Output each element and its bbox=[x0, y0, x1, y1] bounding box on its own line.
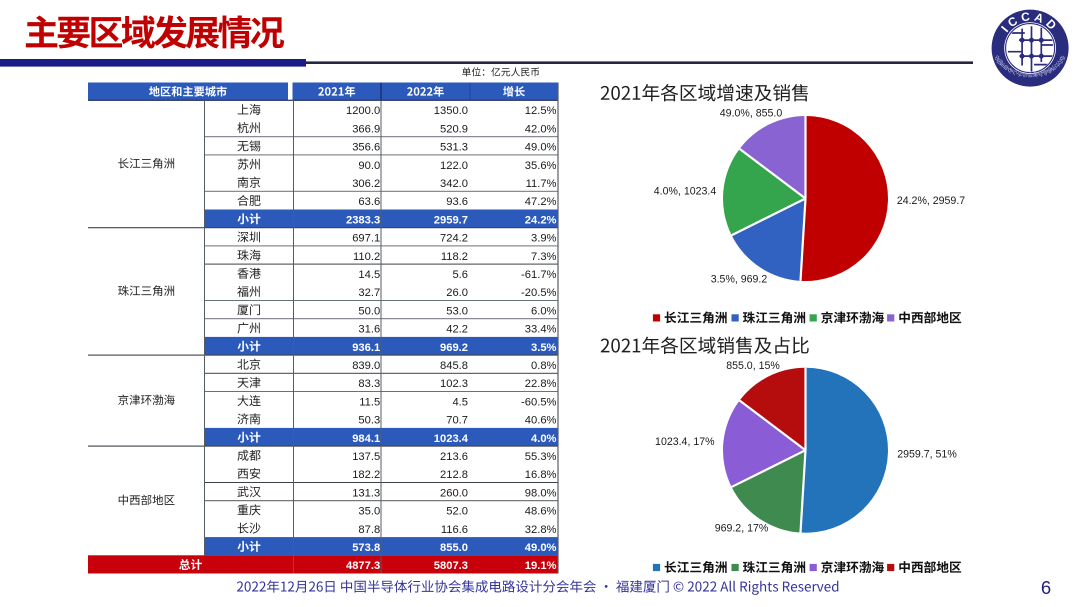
svg-text:2383.3: 2383.3 bbox=[346, 214, 380, 226]
svg-text:356.6: 356.6 bbox=[352, 142, 380, 154]
svg-text:306.2: 306.2 bbox=[352, 178, 380, 190]
svg-text:1023.4: 1023.4 bbox=[434, 433, 469, 445]
svg-text:33.4%: 33.4% bbox=[525, 324, 557, 336]
svg-text:855.0: 855.0 bbox=[440, 542, 468, 554]
svg-text:98.0%: 98.0% bbox=[525, 487, 557, 499]
svg-text:531.3: 531.3 bbox=[440, 142, 468, 154]
svg-text:984.1: 984.1 bbox=[352, 433, 380, 445]
svg-text:16.8%: 16.8% bbox=[525, 469, 557, 481]
svg-text:49.0%, 855.0: 49.0%, 855.0 bbox=[720, 107, 783, 119]
svg-text:11.7%: 11.7% bbox=[526, 178, 557, 190]
svg-text:26.0: 26.0 bbox=[446, 287, 468, 299]
svg-text:24.2%, 2959.7: 24.2%, 2959.7 bbox=[897, 195, 965, 207]
svg-text:3.5%, 969.2: 3.5%, 969.2 bbox=[711, 274, 768, 286]
svg-text:53.0: 53.0 bbox=[446, 305, 468, 317]
svg-text:102.3: 102.3 bbox=[440, 378, 468, 390]
svg-text:12.5%: 12.5% bbox=[525, 105, 557, 117]
svg-text:6.0%: 6.0% bbox=[531, 305, 557, 317]
svg-text:4.0%: 4.0% bbox=[531, 433, 557, 445]
svg-text:87.8: 87.8 bbox=[358, 524, 380, 536]
svg-text:855.0, 15%: 855.0, 15% bbox=[726, 360, 780, 372]
svg-text:14.5: 14.5 bbox=[358, 269, 380, 281]
svg-text:-60.5%: -60.5% bbox=[521, 396, 556, 408]
svg-text:724.2: 724.2 bbox=[440, 233, 468, 245]
svg-text:55.3%: 55.3% bbox=[525, 451, 557, 463]
svg-text:5807.3: 5807.3 bbox=[434, 560, 468, 572]
svg-text:213.6: 213.6 bbox=[440, 451, 468, 463]
svg-text:342.0: 342.0 bbox=[440, 178, 468, 190]
svg-text:32.7: 32.7 bbox=[358, 287, 380, 299]
svg-text:7.3%: 7.3% bbox=[531, 251, 557, 263]
svg-text:32.8%: 32.8% bbox=[525, 524, 557, 536]
svg-text:3.5%: 3.5% bbox=[531, 342, 557, 354]
svg-text:969.2: 969.2 bbox=[440, 342, 468, 354]
svg-text:118.2: 118.2 bbox=[441, 251, 468, 263]
svg-text:182.2: 182.2 bbox=[352, 469, 380, 481]
svg-text:131.3: 131.3 bbox=[352, 487, 380, 499]
svg-text:122.0: 122.0 bbox=[440, 160, 468, 172]
svg-text:22.8%: 22.8% bbox=[525, 378, 557, 390]
svg-text:40.6%: 40.6% bbox=[525, 415, 557, 427]
svg-text:52.0: 52.0 bbox=[446, 506, 468, 518]
svg-text:35.0: 35.0 bbox=[358, 506, 380, 518]
svg-text:1200.0: 1200.0 bbox=[346, 105, 380, 117]
svg-text:19.1%: 19.1% bbox=[525, 560, 557, 572]
svg-text:42.2: 42.2 bbox=[446, 324, 468, 336]
svg-text:2959.7, 51%: 2959.7, 51% bbox=[897, 448, 957, 460]
svg-text:63.6: 63.6 bbox=[358, 196, 380, 208]
svg-text:366.9: 366.9 bbox=[352, 123, 380, 135]
svg-text:49.0%: 49.0% bbox=[525, 142, 557, 154]
svg-text:573.8: 573.8 bbox=[352, 542, 380, 554]
svg-text:6: 6 bbox=[1041, 577, 1051, 598]
svg-text:50.3: 50.3 bbox=[358, 415, 380, 427]
svg-text:-20.5%: -20.5% bbox=[521, 287, 556, 299]
svg-text:42.0%: 42.0% bbox=[525, 123, 557, 135]
svg-text:1350.0: 1350.0 bbox=[434, 105, 468, 117]
svg-text:93.6: 93.6 bbox=[446, 196, 468, 208]
svg-text:48.6%: 48.6% bbox=[525, 506, 557, 518]
svg-text:4.0%, 1023.4: 4.0%, 1023.4 bbox=[654, 185, 717, 197]
svg-text:2959.7: 2959.7 bbox=[434, 214, 468, 226]
svg-text:5.6: 5.6 bbox=[452, 269, 468, 281]
svg-text:24.2%: 24.2% bbox=[525, 214, 557, 226]
svg-text:4.5: 4.5 bbox=[452, 396, 468, 408]
svg-text:49.0%: 49.0% bbox=[525, 542, 557, 554]
svg-text:839.0: 839.0 bbox=[352, 360, 380, 372]
svg-text:83.3: 83.3 bbox=[358, 378, 380, 390]
svg-text:697.1: 697.1 bbox=[352, 233, 380, 245]
svg-text:137.5: 137.5 bbox=[352, 451, 380, 463]
svg-text:90.0: 90.0 bbox=[358, 160, 380, 172]
svg-text:11.5: 11.5 bbox=[359, 396, 380, 408]
svg-text:845.8: 845.8 bbox=[440, 360, 468, 372]
svg-text:47.2%: 47.2% bbox=[525, 196, 557, 208]
svg-text:212.8: 212.8 bbox=[440, 469, 468, 481]
svg-text:936.1: 936.1 bbox=[352, 342, 380, 354]
svg-text:520.9: 520.9 bbox=[440, 123, 468, 135]
svg-text:-61.7%: -61.7% bbox=[521, 269, 556, 281]
svg-text:260.0: 260.0 bbox=[440, 487, 468, 499]
svg-text:0.8%: 0.8% bbox=[531, 360, 557, 372]
svg-text:1023.4, 17%: 1023.4, 17% bbox=[655, 436, 715, 448]
svg-text:31.6: 31.6 bbox=[358, 324, 380, 336]
svg-text:70.7: 70.7 bbox=[446, 415, 468, 427]
svg-text:35.6%: 35.6% bbox=[525, 160, 557, 172]
svg-text:3.9%: 3.9% bbox=[531, 233, 557, 245]
svg-text:116.6: 116.6 bbox=[441, 524, 468, 536]
svg-text:4877.3: 4877.3 bbox=[346, 560, 380, 572]
svg-text:110.2: 110.2 bbox=[353, 251, 380, 263]
svg-text:969.2, 17%: 969.2, 17% bbox=[715, 522, 769, 534]
svg-text:50.0: 50.0 bbox=[358, 305, 380, 317]
